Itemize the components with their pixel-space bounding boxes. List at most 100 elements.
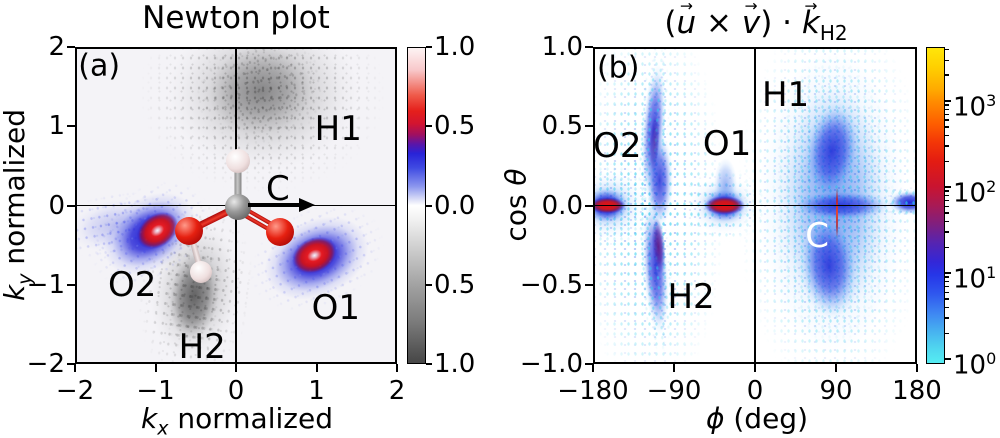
colorbar-tick — [945, 272, 951, 275]
colorbar-minor-tick — [945, 190, 949, 192]
title-b-open: ( — [664, 5, 677, 41]
cos-zero-line — [593, 204, 917, 207]
newton-plot-area: (a) H1 C O2 H2 O1 — [75, 47, 397, 364]
annotation-H2: H2 — [178, 327, 226, 364]
colorbar-a: 1.0 0.5 0.0 0.5 1.0 — [407, 32, 475, 379]
y-tick-label: 2 — [48, 32, 65, 62]
x-tick-label: 2 — [388, 376, 406, 406]
colorbar-tick — [426, 46, 432, 48]
atom-H-top — [225, 149, 250, 174]
x-tick — [835, 364, 837, 372]
annotation-H1: H1 — [314, 108, 362, 149]
colorbar-minor-tick — [945, 126, 949, 128]
colorbar-minor-tick — [945, 119, 949, 121]
x-tick — [74, 364, 76, 372]
colorbar-minor-tick — [945, 59, 949, 62]
colorbar-minor-tick — [945, 104, 949, 106]
panel-a-title: Newton plot — [142, 0, 330, 36]
colorbar-tick — [945, 357, 951, 360]
colorbar-minor-tick — [945, 194, 949, 197]
x-tick-label: −180 — [557, 376, 629, 406]
colorbar-tick-label: 1.0 — [434, 349, 476, 379]
panel-b-title: (u × v) · kH2 — [664, 5, 847, 45]
annotation-(b): (b) — [596, 50, 640, 86]
annotation-O1: O1 — [702, 123, 752, 164]
colorbar-minor-tick — [945, 145, 949, 147]
colorbar-tick — [426, 204, 432, 207]
x-tick-label: −2 — [55, 376, 95, 406]
colorbar-tick-label: 0.5 — [434, 269, 476, 300]
panel-a-ylabel: ky normalized — [0, 109, 36, 301]
colorbar-minor-tick — [945, 212, 949, 214]
title-b-times: × — [696, 5, 742, 41]
blob-red-streak-c — [835, 186, 839, 241]
colorbar-tick-label: 100 — [953, 348, 997, 381]
x-tick — [916, 364, 918, 372]
colorbar-minor-tick — [945, 280, 949, 283]
panel-b-xlabel: ϕ (deg) — [705, 402, 809, 435]
v-vector: v — [742, 5, 760, 41]
colorbar-minor-tick — [945, 220, 949, 223]
atom-O-right — [266, 217, 295, 246]
colorbar-minor-tick — [945, 332, 949, 334]
x-tick — [154, 364, 157, 372]
annotation-H1: H1 — [761, 74, 810, 115]
panel-b: (b) O2 O1 H1 H2 C −180 −90 0 90 180 1.0 0.5 0.0 −0.5−… — [520, 32, 942, 406]
colorbar-a-gradient — [407, 47, 426, 364]
colorbar-tick-label: 0.5 — [434, 111, 476, 142]
u-vector: u — [677, 5, 697, 41]
annotation-O1: O1 — [311, 287, 361, 328]
colorbar-minor-tick — [945, 160, 949, 163]
colorbar-tick — [945, 99, 951, 102]
y-tick-label: −0.5 — [519, 269, 583, 300]
y-tick — [67, 283, 75, 286]
colorbar-minor-tick — [945, 48, 949, 51]
x-tick — [754, 364, 756, 372]
colorbar-tick-label: 103 — [953, 90, 997, 123]
colorbar-minor-tick — [945, 231, 949, 233]
x-tick-label: −90 — [646, 376, 702, 406]
x-tick — [235, 364, 237, 372]
blob-h1-cloud-core — [183, 47, 338, 160]
colorbar-tick — [426, 125, 432, 128]
colorbar-minor-tick — [945, 291, 949, 294]
y-tick — [67, 204, 75, 207]
y-tick-label: −1.0 — [519, 349, 583, 379]
y-tick-label: −2 — [26, 349, 65, 379]
title-b-subscript: H2 — [819, 21, 848, 46]
colorbar-minor-tick — [945, 317, 949, 319]
colorbar-b: 103 102 101 100 — [926, 47, 996, 381]
colorbar-tick — [426, 363, 432, 365]
x-tick — [396, 364, 398, 372]
k-vector: k — [802, 5, 820, 41]
y-tick — [585, 125, 593, 128]
c-momentum-arrow-head — [299, 197, 315, 212]
y-tick — [585, 46, 593, 48]
colorbar-minor-tick — [945, 298, 949, 300]
colorbar-tick-label: 1.0 — [434, 32, 476, 62]
x-tick — [592, 364, 594, 372]
colorbar-minor-tick — [945, 108, 949, 111]
colorbar-minor-tick — [945, 276, 949, 278]
colorbar-b-gradient — [926, 47, 945, 364]
panel-a-xlabel: kx normalized — [141, 402, 333, 438]
colorbar-minor-tick — [945, 74, 949, 76]
colorbar-minor-tick — [945, 205, 949, 208]
x-tick-label: 90 — [819, 376, 853, 406]
y-tick — [585, 204, 593, 207]
y-tick — [67, 363, 75, 365]
y-tick — [67, 125, 75, 128]
annotation-O2: O2 — [107, 264, 157, 305]
colorbar-minor-tick — [945, 246, 949, 249]
c-momentum-arrow-shaft — [248, 203, 300, 207]
x-tick — [315, 364, 318, 372]
annotation-C: C — [805, 215, 829, 256]
colorbar-tick — [945, 186, 951, 189]
colorbar-tick — [426, 283, 432, 286]
colorbar-minor-tick — [945, 285, 949, 288]
angle-plot-area: (b) O2 O1 H1 H2 C — [593, 47, 917, 364]
y-tick — [585, 283, 593, 286]
colorbar-minor-tick — [945, 199, 949, 202]
atom-C — [224, 194, 251, 221]
